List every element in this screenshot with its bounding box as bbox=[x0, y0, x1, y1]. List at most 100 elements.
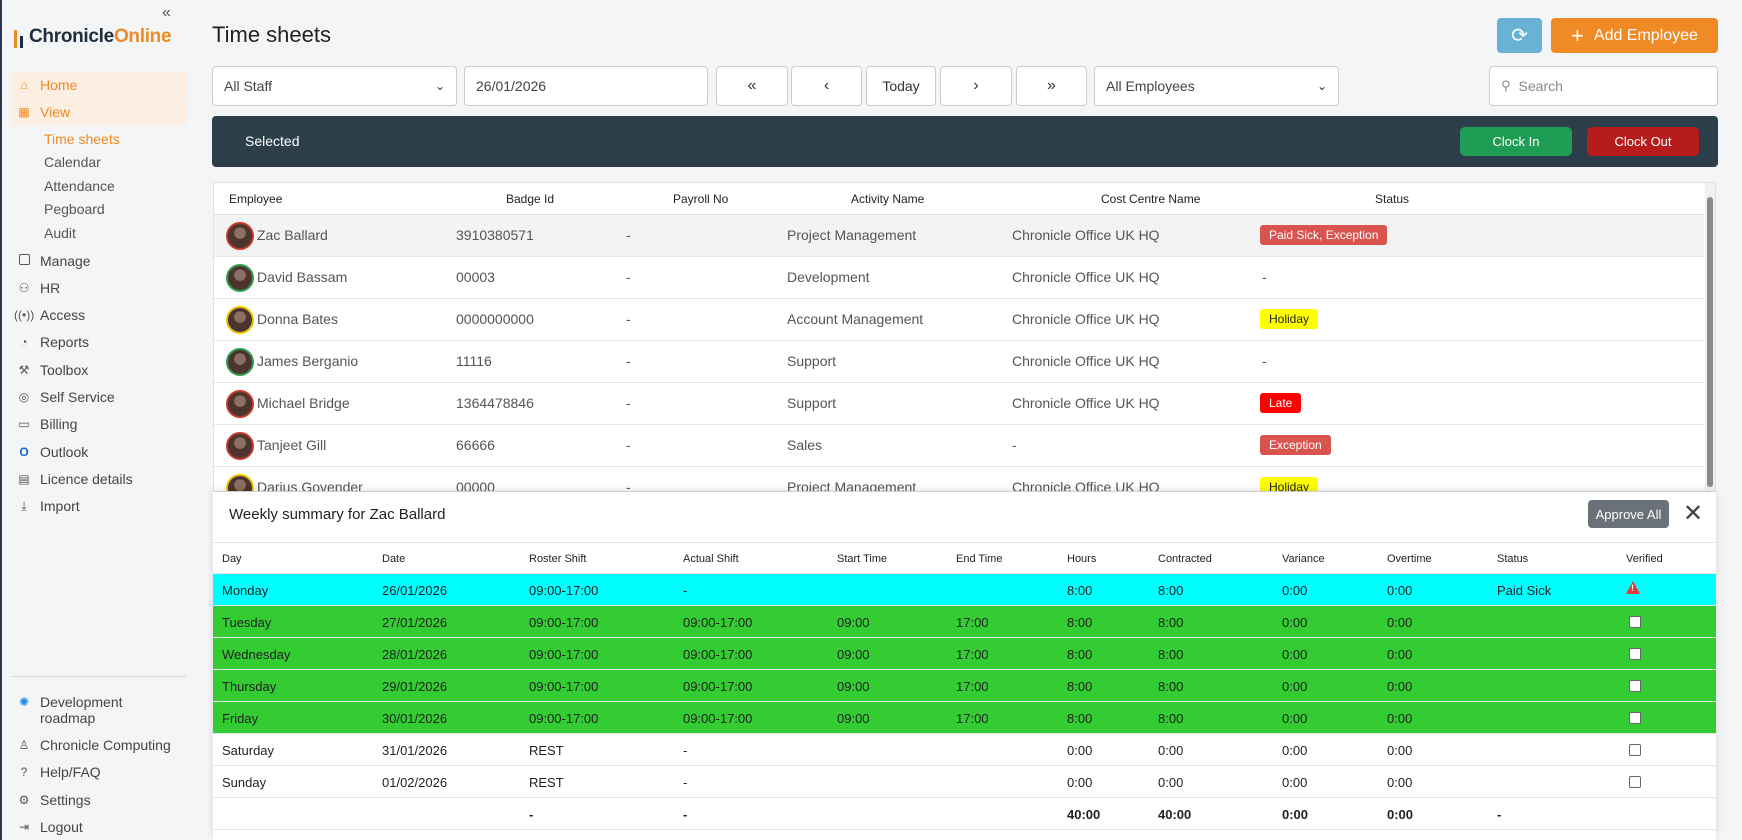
employee-table-scrollbar[interactable] bbox=[1705, 183, 1715, 491]
table-row[interactable]: Zac Ballard 3910380571 - Project Management… bbox=[214, 215, 1704, 257]
selected-label: Selected bbox=[245, 133, 300, 149]
actual-shift: 09:00-17:00 bbox=[683, 647, 753, 662]
logo[interactable]: Chronicle Online bbox=[14, 26, 172, 48]
nav-import[interactable]: ⤓ Import bbox=[12, 493, 187, 519]
contracted: 8:00 bbox=[1158, 647, 1184, 662]
nav-hr-label: HR bbox=[40, 280, 61, 296]
approve-all-button[interactable]: Approve All bbox=[1588, 500, 1669, 528]
start-time: 09:00 bbox=[837, 711, 870, 726]
nav-chronicle-computing[interactable]: ♙ Chronicle Computing bbox=[12, 732, 187, 758]
activity-name: Project Management bbox=[787, 227, 917, 243]
nav-billing[interactable]: ▭ Billing bbox=[12, 411, 187, 437]
weekly-row[interactable]: Wednesday 28/01/2026 09:00-17:00 09:00-17:0… bbox=[213, 638, 1716, 670]
clock-in-button[interactable]: Clock In bbox=[1460, 127, 1572, 156]
nav-outlook[interactable]: O Outlook bbox=[12, 439, 187, 465]
col-cost-centre-name[interactable]: Cost Centre Name bbox=[1101, 192, 1201, 206]
nav-toolbox[interactable]: ⚒ Toolbox bbox=[12, 357, 187, 383]
nav-sub-pegboard[interactable]: Pegboard bbox=[44, 201, 105, 217]
nav-self-service[interactable]: ◎ Self Service bbox=[12, 384, 187, 410]
cost-centre-name: Chronicle Office UK HQ bbox=[1012, 353, 1160, 369]
logo-text-online: Online bbox=[113, 26, 172, 47]
card-icon: ▭ bbox=[18, 417, 30, 431]
verified-checkbox[interactable] bbox=[1629, 776, 1641, 788]
nav-logout[interactable]: ⇥ Logout bbox=[12, 814, 187, 840]
nav-settings[interactable]: ⚙ Settings bbox=[12, 787, 187, 813]
nav-reports-label: Reports bbox=[40, 334, 90, 350]
weekly-row[interactable]: Thursday 29/01/2026 09:00-17:00 09:00-17:00… bbox=[213, 670, 1716, 702]
col-badge-id[interactable]: Badge Id bbox=[506, 192, 555, 206]
nav-access[interactable]: ((•)) Access bbox=[12, 302, 187, 328]
weekly-row[interactable]: Sunday 01/02/2026 REST - 0:00 0:00 0:00 0:00 bbox=[213, 766, 1716, 798]
col-date: Date bbox=[382, 553, 406, 565]
table-row[interactable]: David Bassam 00003 - Development Chronicle O… bbox=[214, 257, 1704, 299]
roster-shift: 09:00-17:00 bbox=[529, 679, 599, 694]
double-chevron-right-icon: » bbox=[1047, 77, 1056, 94]
nav-hr[interactable]: ⚇ HR bbox=[12, 275, 187, 301]
weekly-summary-panel: Weekly summary for Zac Ballard Approve A… bbox=[213, 492, 1716, 840]
table-row[interactable]: Tanjeet Gill 66666 - Sales - Exception bbox=[214, 425, 1704, 467]
start-time: 09:00 bbox=[837, 615, 870, 630]
employees-select[interactable]: All Employees ⌄ bbox=[1094, 66, 1339, 106]
staff-select[interactable]: All Staff ⌄ bbox=[212, 66, 457, 106]
activity-name: Account Management bbox=[787, 311, 924, 327]
nav-reports[interactable]: ◔ Reports bbox=[12, 329, 187, 355]
previous-button[interactable]: ‹ bbox=[791, 66, 862, 106]
clock-out-button[interactable]: Clock Out bbox=[1587, 127, 1699, 156]
close-icon[interactable]: ✕ bbox=[1682, 499, 1704, 527]
nav-view[interactable]: ▦ View bbox=[12, 99, 187, 125]
table-row[interactable]: Michael Bridge 1364478846 - Support Chronicl… bbox=[214, 383, 1704, 425]
avatar bbox=[226, 306, 254, 334]
last-page-button[interactable]: » bbox=[1016, 66, 1087, 106]
table-row[interactable]: James Berganio 11116 - Support Chronicle Off… bbox=[214, 341, 1704, 383]
date-input[interactable]: 26/01/2026 bbox=[464, 66, 708, 106]
logout-icon: ⇥ bbox=[18, 820, 30, 834]
nav-help-faq[interactable]: ? Help/FAQ bbox=[12, 759, 187, 785]
employee-table-header: Employee Badge Id Payroll No Activity Na… bbox=[214, 183, 1704, 215]
col-status[interactable]: Status bbox=[1375, 192, 1410, 206]
weekly-row[interactable]: Tuesday 27/01/2026 09:00-17:00 09:00-17:00 0… bbox=[213, 606, 1716, 638]
verified-checkbox[interactable] bbox=[1629, 712, 1641, 724]
double-chevron-left-icon: « bbox=[747, 77, 757, 94]
search-input[interactable]: ⚲ Search bbox=[1489, 66, 1718, 106]
col-payroll-no[interactable]: Payroll No bbox=[673, 192, 729, 206]
fingerprint-icon: ◎ bbox=[18, 390, 30, 404]
nav-development-roadmap[interactable]: ✺ Development roadmap bbox=[12, 694, 187, 732]
nav-licence-label: Licence details bbox=[40, 471, 133, 487]
nav-manage[interactable]: Manage bbox=[12, 248, 187, 274]
weekly-table-header: Day Date Roster Shift Actual Shift Start… bbox=[213, 542, 1716, 574]
col-activity-name[interactable]: Activity Name bbox=[851, 192, 925, 206]
nav-sub-audit[interactable]: Audit bbox=[44, 225, 76, 241]
roster-shift: 09:00-17:00 bbox=[529, 647, 599, 662]
col-day: Day bbox=[222, 553, 242, 565]
col-employee[interactable]: Employee bbox=[229, 192, 283, 206]
nav-sub-time-sheets[interactable]: Time sheets bbox=[44, 131, 120, 147]
add-employee-button[interactable]: + Add Employee bbox=[1551, 18, 1718, 53]
end-time: 17:00 bbox=[956, 711, 989, 726]
nav-sub-calendar[interactable]: Calendar bbox=[44, 154, 101, 170]
nav-licence-details[interactable]: ▤ Licence details bbox=[12, 466, 187, 492]
variance: 0:00 bbox=[1282, 711, 1308, 726]
nav-sub-attendance[interactable]: Attendance bbox=[44, 178, 115, 194]
nav-home[interactable]: ⌂ Home bbox=[12, 72, 187, 98]
weekly-row[interactable]: Friday 30/01/2026 09:00-17:00 09:00-17:00 09… bbox=[213, 702, 1716, 734]
verified-checkbox[interactable] bbox=[1629, 680, 1641, 692]
collapse-sidebar-icon[interactable]: « bbox=[162, 4, 171, 21]
nav-outlook-label: Outlook bbox=[40, 444, 89, 460]
weekly-row[interactable]: Saturday 31/01/2026 REST - 0:00 0:00 0:00 0:00 bbox=[213, 734, 1716, 766]
verified-checkbox[interactable] bbox=[1629, 648, 1641, 660]
table-row[interactable]: Darius Govender 00000 - Project Management C… bbox=[214, 467, 1704, 491]
weekly-row[interactable]: Monday 26/01/2026 09:00-17:00 - 8:00 8:00 0:00… bbox=[213, 574, 1716, 606]
table-row[interactable]: Donna Bates 0000000000 - Account Management… bbox=[214, 299, 1704, 341]
scrollbar-thumb[interactable] bbox=[1707, 197, 1713, 487]
download-icon: ⤓ bbox=[21, 498, 27, 513]
verified-checkbox[interactable] bbox=[1629, 744, 1641, 756]
next-button[interactable]: › bbox=[940, 66, 1012, 106]
first-page-button[interactable]: « bbox=[716, 66, 788, 106]
variance: 0:00 bbox=[1282, 775, 1308, 790]
today-button[interactable]: Today bbox=[866, 66, 936, 106]
day: Tuesday bbox=[222, 615, 272, 630]
refresh-button[interactable]: ⟳ bbox=[1497, 18, 1542, 53]
verified-checkbox[interactable] bbox=[1629, 616, 1641, 628]
avatar bbox=[226, 390, 254, 418]
badge-id: 3910380571 bbox=[456, 227, 534, 243]
